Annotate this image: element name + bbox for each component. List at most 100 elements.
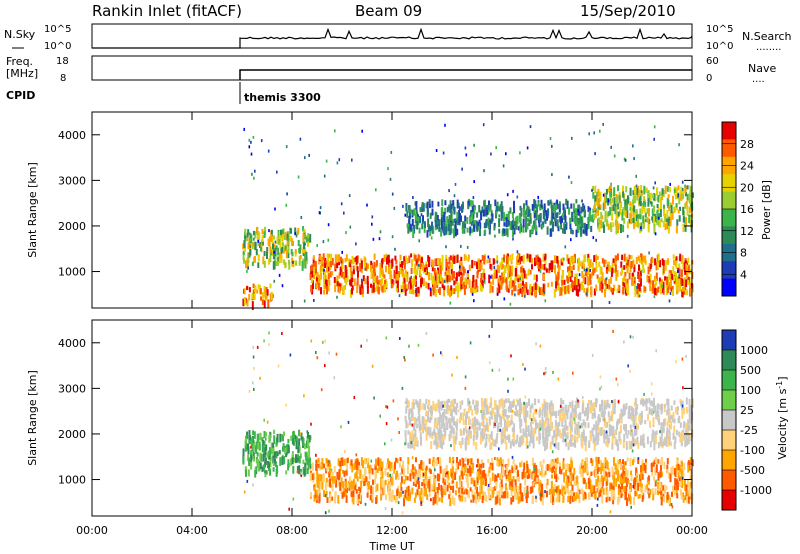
range-cell xyxy=(488,274,491,284)
range-cell xyxy=(623,471,626,477)
range-cell xyxy=(414,476,417,484)
range-cell xyxy=(659,281,662,289)
range-cell xyxy=(679,464,681,472)
range-cell xyxy=(324,263,327,268)
range-cell xyxy=(512,440,515,447)
range-cell xyxy=(544,442,546,451)
range-cell xyxy=(524,402,527,409)
range-cell xyxy=(585,461,588,468)
range-cell xyxy=(604,431,607,440)
range-cell xyxy=(244,238,247,242)
range-cell xyxy=(653,442,656,451)
range-cell xyxy=(666,469,669,474)
range-cell xyxy=(659,209,662,218)
range-cell xyxy=(461,227,464,234)
range-cell xyxy=(640,483,643,489)
range-cell xyxy=(453,229,455,239)
range-cell xyxy=(334,496,337,504)
range-cell xyxy=(418,239,420,243)
range-cell xyxy=(634,196,637,203)
range-cell xyxy=(263,231,266,238)
range-cell xyxy=(472,462,475,470)
range-cell xyxy=(513,206,516,214)
range-cell xyxy=(570,181,573,184)
range-cell xyxy=(609,286,612,292)
range-cell xyxy=(251,172,253,176)
range-cell xyxy=(446,471,448,475)
range-cell xyxy=(573,467,576,475)
range-cell xyxy=(540,422,543,431)
range-cell xyxy=(654,181,656,185)
range-cell xyxy=(400,491,403,497)
range-cell xyxy=(528,471,531,479)
range-cell xyxy=(399,457,402,462)
range-cell xyxy=(660,218,663,223)
range-cell xyxy=(408,489,411,494)
range-cell xyxy=(297,447,300,454)
range-cell xyxy=(452,202,455,209)
range-cell xyxy=(311,462,314,471)
range-cell xyxy=(639,478,642,487)
range-cell xyxy=(269,293,272,303)
range-cell xyxy=(515,273,518,281)
range-cell xyxy=(525,284,528,291)
range-cell xyxy=(498,497,501,506)
range-cell xyxy=(606,490,609,495)
range-cell xyxy=(514,277,517,284)
range-cell xyxy=(349,265,352,273)
range-cell xyxy=(515,492,518,501)
range-cell xyxy=(294,232,297,236)
range-cell xyxy=(489,486,492,492)
range-cell xyxy=(274,240,277,244)
range-cell xyxy=(305,257,308,265)
range-cell xyxy=(338,158,341,162)
range-cell xyxy=(266,452,269,458)
range-cell xyxy=(621,485,624,494)
range-cell xyxy=(564,404,567,413)
range-cell xyxy=(637,283,640,289)
range-cell xyxy=(415,418,418,423)
range-cell xyxy=(485,478,487,486)
range-cell xyxy=(685,432,688,441)
range-cell xyxy=(572,371,574,375)
range-cell xyxy=(614,465,617,470)
range-cell xyxy=(577,209,579,213)
range-cell xyxy=(336,471,339,480)
range-cell xyxy=(652,193,655,199)
range-cell xyxy=(274,451,276,458)
range-cell xyxy=(526,433,528,441)
range-cell xyxy=(336,275,339,284)
range-cell xyxy=(669,182,671,186)
colorbar-segment xyxy=(722,139,736,158)
range-cell xyxy=(302,246,305,255)
range-cell xyxy=(597,188,600,197)
range-cell xyxy=(536,204,539,213)
colorbar-tick-label: 20 xyxy=(740,181,754,194)
range-cell xyxy=(327,479,330,487)
range-cell xyxy=(279,241,282,249)
range-cell xyxy=(493,222,496,228)
range-cell xyxy=(423,226,426,233)
range-cell xyxy=(502,408,505,417)
range-cell xyxy=(686,206,689,216)
range-cell xyxy=(391,279,394,284)
range-cell xyxy=(679,206,681,211)
range-cell xyxy=(572,256,575,262)
range-cell xyxy=(426,494,429,501)
range-cell xyxy=(304,260,307,269)
range-cell xyxy=(529,125,532,129)
range-cell xyxy=(376,275,379,283)
range-cell xyxy=(502,164,505,168)
range-cell xyxy=(452,460,455,464)
range-cell xyxy=(460,441,463,449)
range-cell xyxy=(488,416,491,424)
range-cell xyxy=(649,282,652,292)
range-cell xyxy=(542,225,544,229)
range-cell xyxy=(266,251,268,259)
range-cell xyxy=(673,188,676,193)
range-cell xyxy=(612,474,615,481)
range-cell xyxy=(505,426,508,432)
range-cell xyxy=(584,492,587,500)
range-cell xyxy=(605,430,608,434)
